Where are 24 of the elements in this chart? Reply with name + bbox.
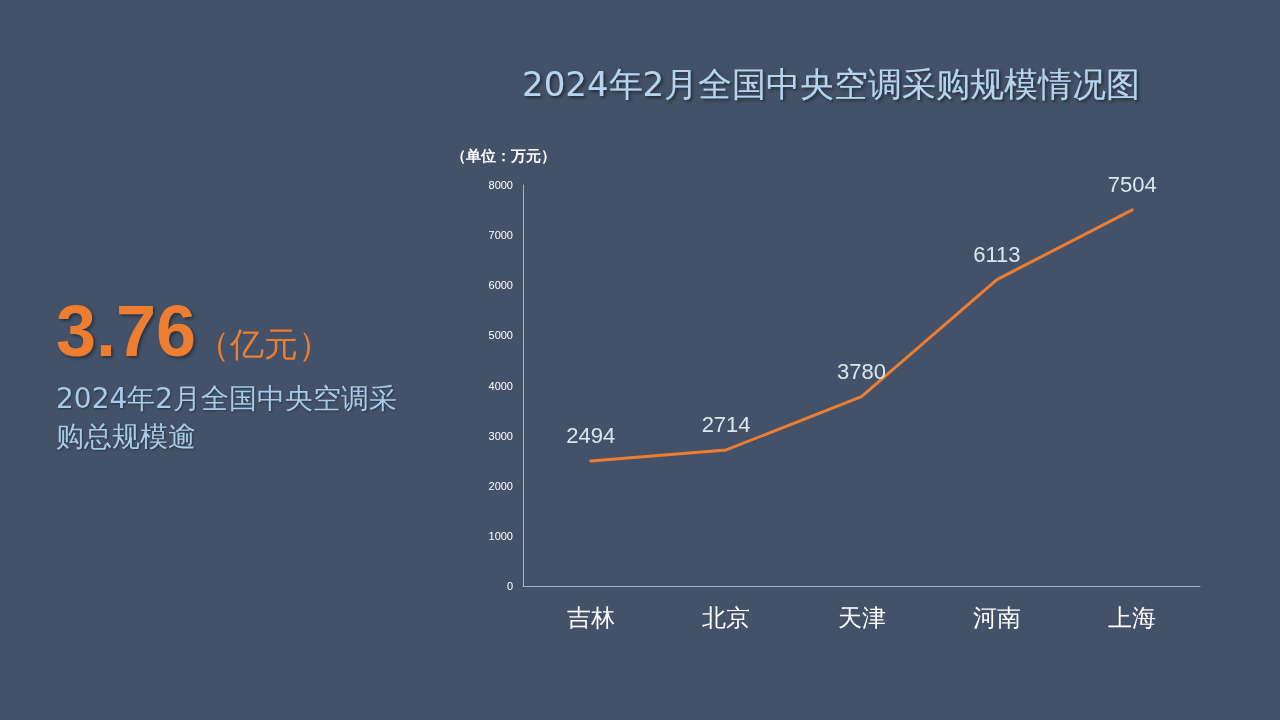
- x-tick-label: 天津: [837, 604, 886, 632]
- y-tick-label: 6000: [488, 279, 513, 292]
- y-tick-label: 3000: [488, 429, 513, 442]
- x-tick-label: 吉林: [566, 604, 615, 632]
- y-tick-label: 0: [506, 580, 513, 592]
- x-tick-label: 上海: [1108, 604, 1157, 632]
- x-tick-label: 北京: [702, 604, 751, 632]
- data-label: 6113: [973, 242, 1021, 268]
- data-label: 3780: [837, 359, 886, 385]
- chart-title: 2024年2月全国中央空调采购规模情况图: [522, 64, 1141, 104]
- data-label: 2494: [566, 423, 616, 449]
- x-tick-label: 河南: [972, 604, 1021, 632]
- y-tick-label: 8000: [488, 179, 513, 191]
- y-tick-label: 5000: [488, 329, 513, 342]
- y-tick-label: 7000: [488, 229, 513, 242]
- data-label: 7504: [1107, 172, 1157, 198]
- y-axis-title: （单位：万元）: [450, 147, 556, 164]
- y-tick-label: 2000: [488, 479, 513, 492]
- y-tick-label: 4000: [488, 379, 513, 392]
- data-label: 2714: [701, 412, 751, 438]
- text: 3.76: [56, 291, 197, 371]
- text: 2024年2月全国中央空调采购总规模逾: [56, 381, 399, 455]
- y-tick-label: 1000: [488, 529, 513, 542]
- text: （亿元）: [196, 324, 333, 364]
